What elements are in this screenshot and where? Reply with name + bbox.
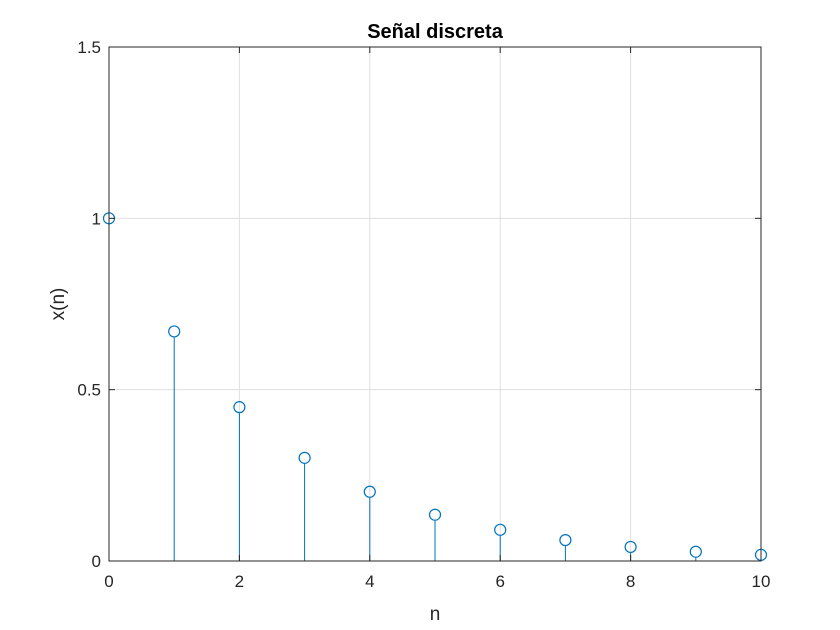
stem-marker	[168, 325, 181, 338]
y-tick-label: 1.5	[77, 38, 101, 57]
x-tick-label: 2	[235, 572, 244, 591]
x-tick-label: 6	[495, 572, 504, 591]
y-tick-label: 0.5	[77, 381, 101, 400]
axes-box	[108, 46, 762, 562]
stem-marker	[624, 540, 637, 554]
x-tick-label: 4	[365, 572, 374, 591]
stem-marker	[559, 533, 572, 547]
stem-marker	[233, 401, 246, 414]
y-tick-label: 1	[92, 209, 101, 228]
y-axis-label: x(n)	[48, 288, 69, 321]
x-tick-label: 8	[626, 572, 635, 591]
stem-marker	[689, 545, 702, 558]
ticks: 0 2 4 6 8 10 0 0.5 1 1.5	[77, 38, 770, 591]
y-tick-label: 0	[92, 552, 101, 571]
chart-title: Señal discreta	[367, 21, 504, 43]
x-axis-label: n	[430, 604, 441, 625]
stem-marker	[363, 485, 376, 498]
x-tick-label: 0	[104, 572, 113, 591]
stem-marker	[298, 451, 311, 464]
stem-marker	[494, 523, 507, 536]
x-tick-label: 10	[752, 572, 771, 591]
stem-marker	[428, 508, 442, 521]
